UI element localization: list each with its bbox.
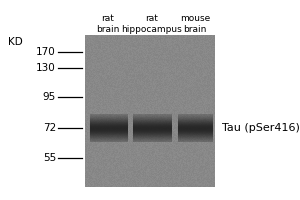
Text: 170: 170 — [36, 47, 56, 57]
Text: Tau (pSer416): Tau (pSer416) — [222, 123, 300, 133]
Text: 72: 72 — [43, 123, 56, 133]
Text: 130: 130 — [36, 63, 56, 73]
Text: KD: KD — [8, 37, 23, 47]
Text: rat
hippocampus: rat hippocampus — [122, 14, 182, 34]
Text: rat
brain: rat brain — [96, 14, 120, 34]
Text: mouse
brain: mouse brain — [180, 14, 210, 34]
Text: 55: 55 — [43, 153, 56, 163]
Text: 95: 95 — [43, 92, 56, 102]
